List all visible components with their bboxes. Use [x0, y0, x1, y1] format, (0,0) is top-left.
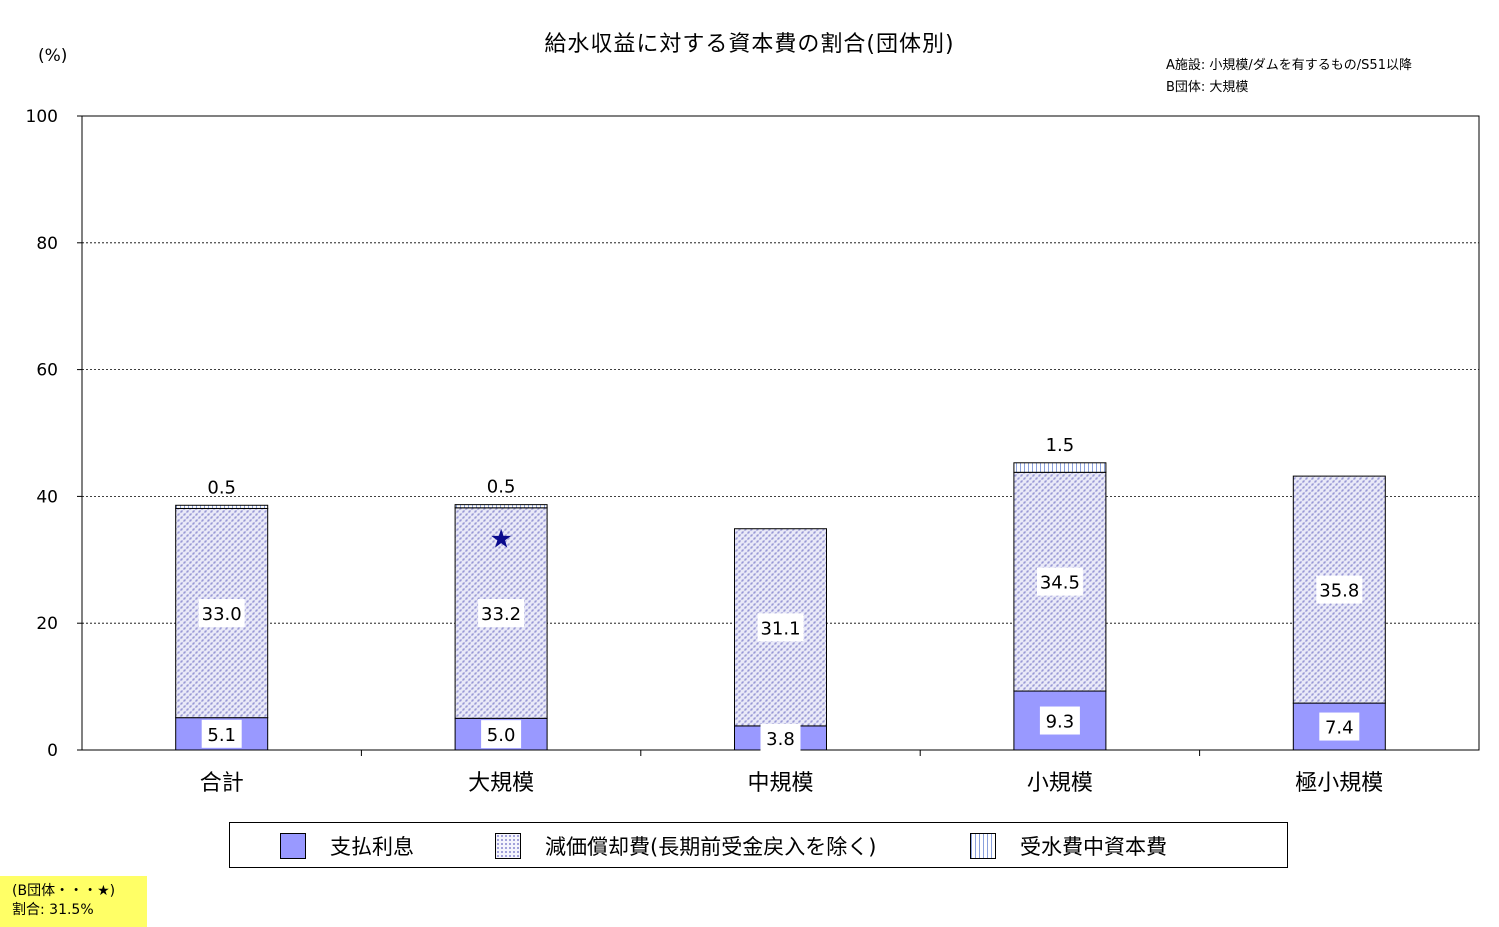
data-label: 3.8 [766, 729, 795, 750]
y-tick-label: 40 [36, 487, 58, 507]
data-labels: 5.1 33.0 0.5 5.0 33.2 0.5 ★ 3.8 31.1 9.3 34.5 1.5 7.… [198, 435, 1363, 752]
data-label-box [1039, 706, 1080, 735]
x-tick-label: 極小規模 [1295, 771, 1383, 796]
data-label: 33.0 [202, 604, 242, 625]
star-marker: ★ [489, 525, 512, 555]
axes: 0 20 40 60 80 100 合計 大規模 中規模 小規模 極小規模 [26, 107, 1384, 796]
x-tick-label: 中規模 [747, 771, 813, 796]
bar-segment [175, 504, 269, 509]
y-tick-label: 60 [36, 361, 58, 381]
legend: 支払利息 減価償却費(長期前受金戻入を除く) 受水費中資本費 [229, 822, 1288, 868]
data-label: 9.3 [1046, 712, 1075, 733]
y-tick-label: 20 [36, 614, 58, 634]
legend-item-interest: 支払利息 [280, 833, 414, 859]
note-group-b: B団体: 大規模 [1166, 80, 1249, 95]
group-b-callout: (B団体・・・★) 割合: 31.5% [0, 876, 147, 927]
legend-swatch-water-capital [970, 833, 996, 859]
data-label-box [1316, 575, 1363, 604]
data-label-box [760, 723, 801, 752]
x-tick-label: 大規模 [468, 771, 534, 796]
note-facility-a: A施設: 小規模/ダムを有するもの/S51以降 [1166, 58, 1412, 73]
legend-swatch-interest [280, 833, 306, 859]
bar-segment [1013, 462, 1107, 473]
data-label: 5.1 [207, 725, 236, 746]
legend-item-depreciation: 減価償却費(長期前受金戻入を除く) [495, 833, 876, 859]
data-label-box [478, 599, 525, 628]
data-label: 0.5 [487, 477, 516, 498]
y-tick-label: 100 [26, 107, 58, 127]
legend-label-water-capital: 受水費中資本費 [1020, 835, 1167, 859]
callout-line-2: 割合: 31.5% [12, 902, 94, 918]
data-label: 5.0 [487, 725, 516, 746]
data-label: 34.5 [1040, 573, 1080, 594]
data-label-box [1319, 712, 1360, 741]
data-label: 0.5 [207, 477, 236, 498]
y-axis-unit: (%) [38, 46, 68, 66]
data-label: 1.5 [1046, 435, 1075, 456]
data-label-box [198, 599, 245, 628]
legend-label-interest: 支払利息 [330, 835, 414, 859]
data-label: 33.2 [481, 604, 521, 625]
legend-label-depreciation: 減価償却費(長期前受金戻入を除く) [545, 835, 877, 859]
callout-line-1: (B団体・・・★) [12, 883, 116, 899]
bars [175, 462, 1386, 751]
legend-item-water-capital: 受水費中資本費 [970, 833, 1167, 859]
bar-segment [454, 504, 548, 509]
y-tick-label: 80 [36, 234, 58, 254]
x-tick-label: 合計 [200, 771, 244, 796]
data-label-box [1036, 567, 1083, 596]
data-label-box [757, 613, 804, 642]
y-tick-label: 0 [47, 741, 58, 761]
data-label: 35.8 [1319, 581, 1359, 602]
legend-swatch-depreciation [495, 833, 521, 859]
data-label: 31.1 [760, 618, 800, 639]
data-label-box [481, 720, 522, 749]
chart-title: 給水収益に対する資本費の割合(団体別) [544, 32, 955, 57]
data-label-box [201, 719, 242, 748]
x-tick-label: 小規模 [1027, 771, 1093, 796]
data-label: 7.4 [1325, 718, 1354, 739]
